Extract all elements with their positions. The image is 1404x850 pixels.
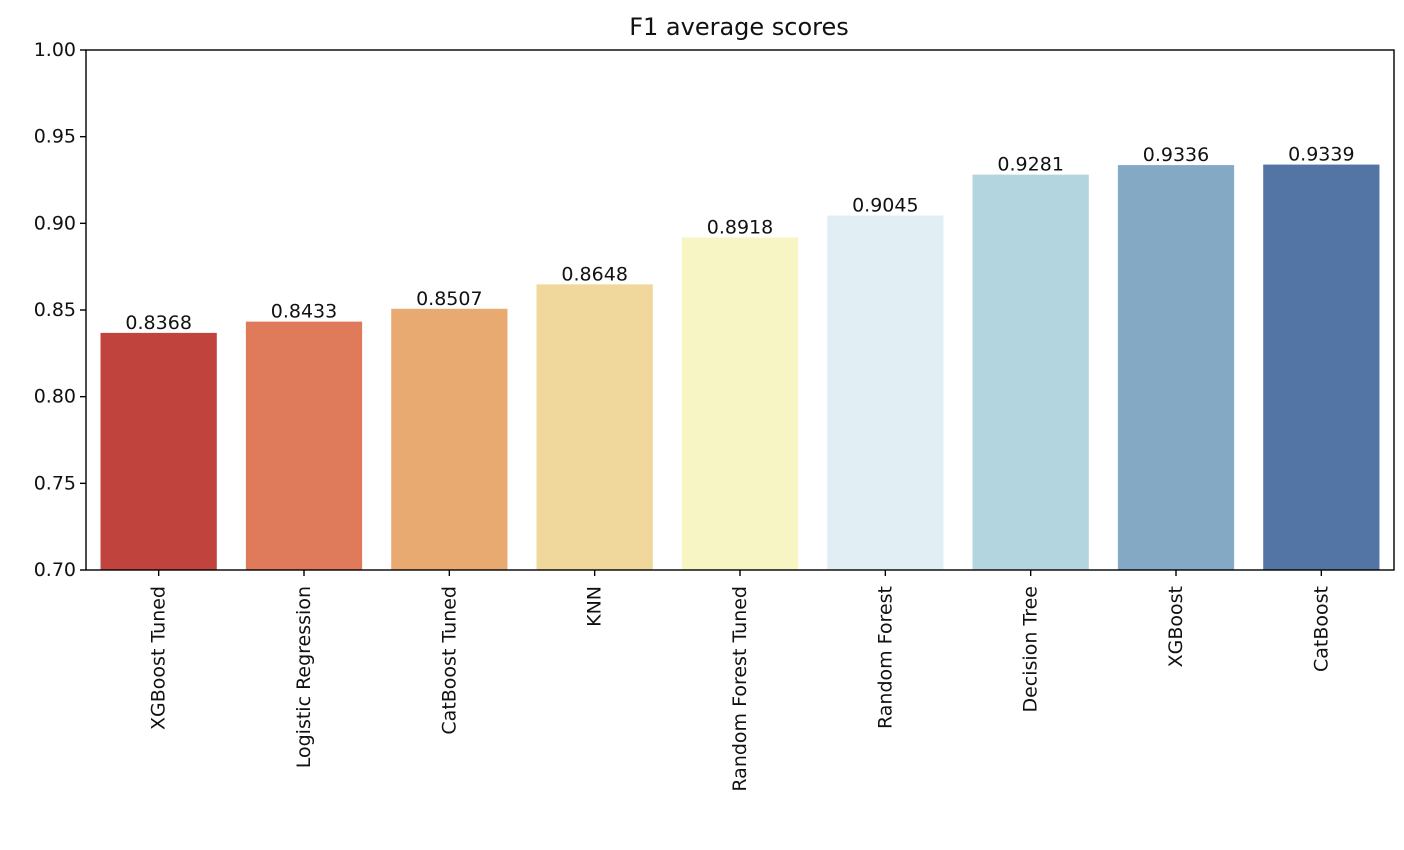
x-axis: XGBoost Tuned Logistic Regression CatBoost… bbox=[148, 570, 1332, 792]
x-tick-label: CatBoost bbox=[1310, 586, 1332, 672]
bar bbox=[1263, 164, 1380, 570]
bar-value-label: 0.8648 bbox=[561, 263, 627, 285]
bar bbox=[536, 284, 653, 570]
x-tick-label: Decision Tree bbox=[1020, 586, 1042, 713]
bars-layer bbox=[100, 164, 1380, 571]
y-tick-label: 0.90 bbox=[34, 212, 76, 234]
x-tick-label: CatBoost Tuned bbox=[438, 586, 460, 735]
y-tick-label: 1.00 bbox=[34, 39, 76, 61]
x-tick-label: KNN bbox=[584, 586, 606, 627]
x-tick-label: Logistic Regression bbox=[293, 586, 315, 768]
bar bbox=[245, 321, 363, 570]
y-tick-label: 0.85 bbox=[34, 299, 76, 321]
x-tick-label: Random Forest bbox=[874, 586, 896, 729]
bar bbox=[827, 215, 944, 571]
bar-value-label: 0.9339 bbox=[1288, 144, 1354, 166]
bar-value-label: 0.8433 bbox=[271, 301, 337, 323]
y-axis: 0.70 0.75 0.80 0.85 0.90 0.95 1.00 bbox=[34, 39, 86, 581]
x-tick-label: XGBoost Tuned bbox=[148, 586, 170, 730]
bar-value-label: 0.9045 bbox=[852, 195, 918, 217]
y-tick-label: 0.75 bbox=[34, 472, 76, 494]
bar-value-label: 0.9281 bbox=[997, 154, 1063, 176]
value-labels-layer: 0.8368 0.8433 0.8507 0.8648 0.8918 0.9045 0.92… bbox=[125, 144, 1354, 334]
y-tick-label: 0.80 bbox=[34, 386, 76, 408]
chart-title: F1 average scores bbox=[629, 13, 849, 41]
bar bbox=[391, 308, 508, 570]
bar-value-label: 0.8507 bbox=[416, 288, 482, 310]
x-tick-label: XGBoost bbox=[1165, 586, 1187, 667]
bar bbox=[972, 174, 1089, 571]
y-tick-label: 0.70 bbox=[34, 559, 76, 581]
plot-area-frame bbox=[85, 49, 1395, 571]
bar bbox=[1117, 165, 1235, 571]
bar bbox=[100, 332, 217, 570]
bar bbox=[681, 237, 799, 570]
bar-value-label: 0.8368 bbox=[125, 312, 191, 334]
x-tick-label: Random Forest Tuned bbox=[729, 586, 751, 792]
y-tick-label: 0.95 bbox=[34, 126, 76, 148]
bar-value-label: 0.8918 bbox=[707, 217, 773, 239]
bar-value-label: 0.9336 bbox=[1143, 144, 1209, 166]
